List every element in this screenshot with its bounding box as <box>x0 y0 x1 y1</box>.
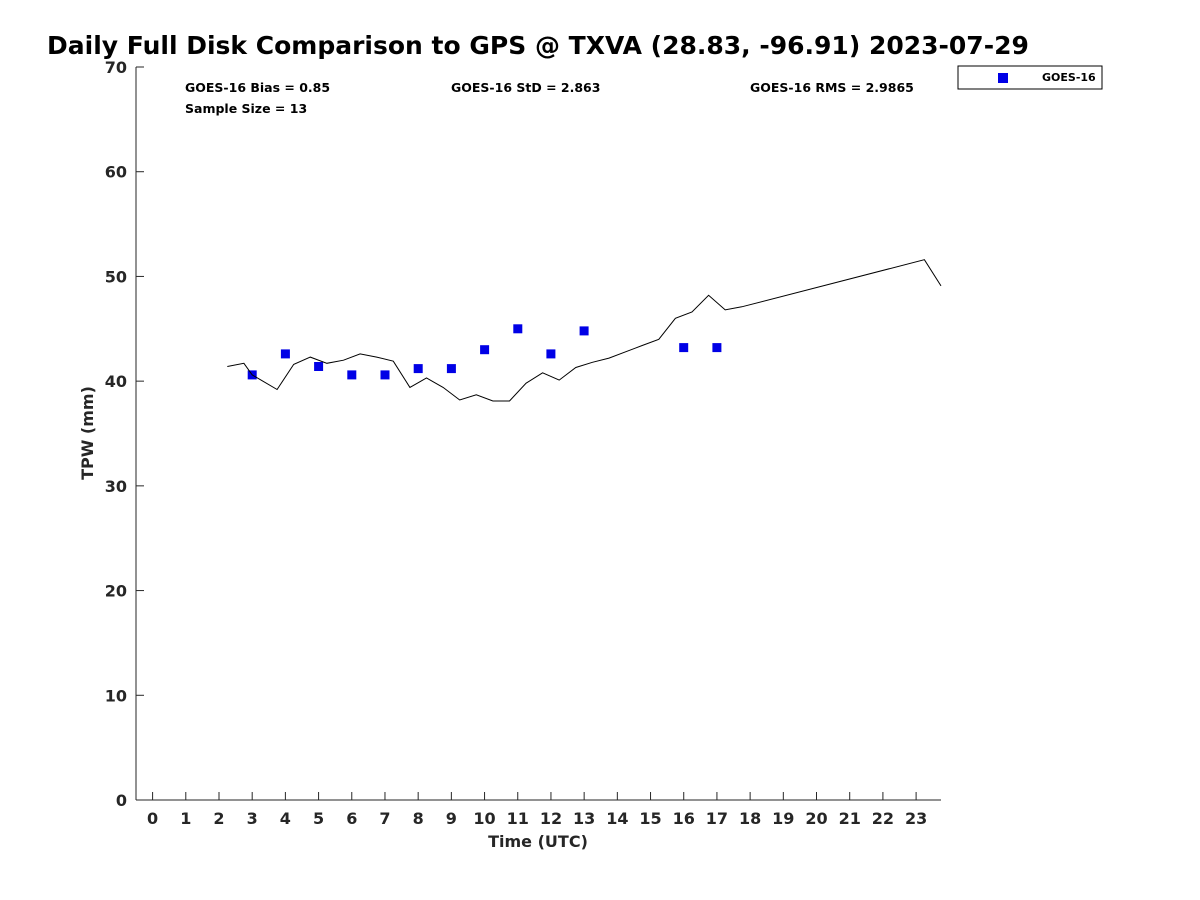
y-tick-label: 0 <box>116 791 127 810</box>
x-tick-label: 20 <box>805 809 827 828</box>
x-tick-label: 19 <box>772 809 794 828</box>
goes16-point <box>480 345 490 355</box>
x-tick-label: 17 <box>706 809 728 828</box>
x-tick-label: 22 <box>872 809 894 828</box>
x-tick-label: 6 <box>346 809 357 828</box>
x-tick-label: 12 <box>540 809 562 828</box>
x-tick-label: 7 <box>379 809 390 828</box>
goes16-point <box>280 349 290 359</box>
goes16-point <box>380 370 390 380</box>
x-tick-label: 13 <box>573 809 595 828</box>
goes16-point <box>679 343 689 353</box>
x-tick-label: 8 <box>413 809 424 828</box>
y-axis-label: TPW (mm) <box>78 386 97 480</box>
goes16-point <box>579 326 589 336</box>
y-tick-label: 30 <box>105 477 127 496</box>
x-tick-label: 23 <box>905 809 927 828</box>
x-tick-label: 3 <box>247 809 258 828</box>
x-tick-label: 15 <box>639 809 661 828</box>
x-tick-label: 11 <box>507 809 529 828</box>
goes16-point <box>546 349 556 359</box>
y-tick-label: 40 <box>105 372 127 391</box>
rms-stat: GOES-16 RMS = 2.9865 <box>750 80 914 95</box>
x-axis-label: Time (UTC) <box>488 832 588 851</box>
goes16-point <box>712 343 722 353</box>
std-stat: GOES-16 StD = 2.863 <box>451 80 600 95</box>
x-tick-label: 2 <box>213 809 224 828</box>
x-tick-label: 18 <box>739 809 761 828</box>
x-tick-label: 0 <box>147 809 158 828</box>
goes16-point <box>413 364 423 374</box>
y-tick-label: 20 <box>105 582 127 601</box>
bias-stat: GOES-16 Bias = 0.85 <box>185 80 330 95</box>
x-tick-label: 5 <box>313 809 324 828</box>
x-tick-label: 9 <box>446 809 457 828</box>
y-tick-label: 60 <box>105 163 127 182</box>
chart-title: Daily Full Disk Comparison to GPS @ TXVA… <box>47 31 1029 60</box>
goes16-point <box>347 370 357 380</box>
y-tick-label: 10 <box>105 686 127 705</box>
x-tick-label: 14 <box>606 809 628 828</box>
x-tick-label: 21 <box>839 809 861 828</box>
goes16-point <box>446 364 456 374</box>
legend-marker-goes16 <box>998 73 1008 83</box>
x-tick-label: 4 <box>280 809 291 828</box>
x-tick-label: 16 <box>673 809 695 828</box>
legend-box <box>957 65 1103 90</box>
legend-label-goes16: GOES-16 <box>1042 71 1096 84</box>
gps-tpw-line <box>227 259 942 402</box>
y-tick-label: 50 <box>105 267 127 286</box>
legend: GOES-16 <box>957 65 1103 90</box>
goes16-point <box>513 324 523 334</box>
x-tick-label: 1 <box>180 809 191 828</box>
sample-size-stat: Sample Size = 13 <box>185 101 307 116</box>
y-tick-label: 70 <box>105 58 127 77</box>
x-tick-label: 10 <box>473 809 495 828</box>
goes16-point <box>314 362 324 371</box>
